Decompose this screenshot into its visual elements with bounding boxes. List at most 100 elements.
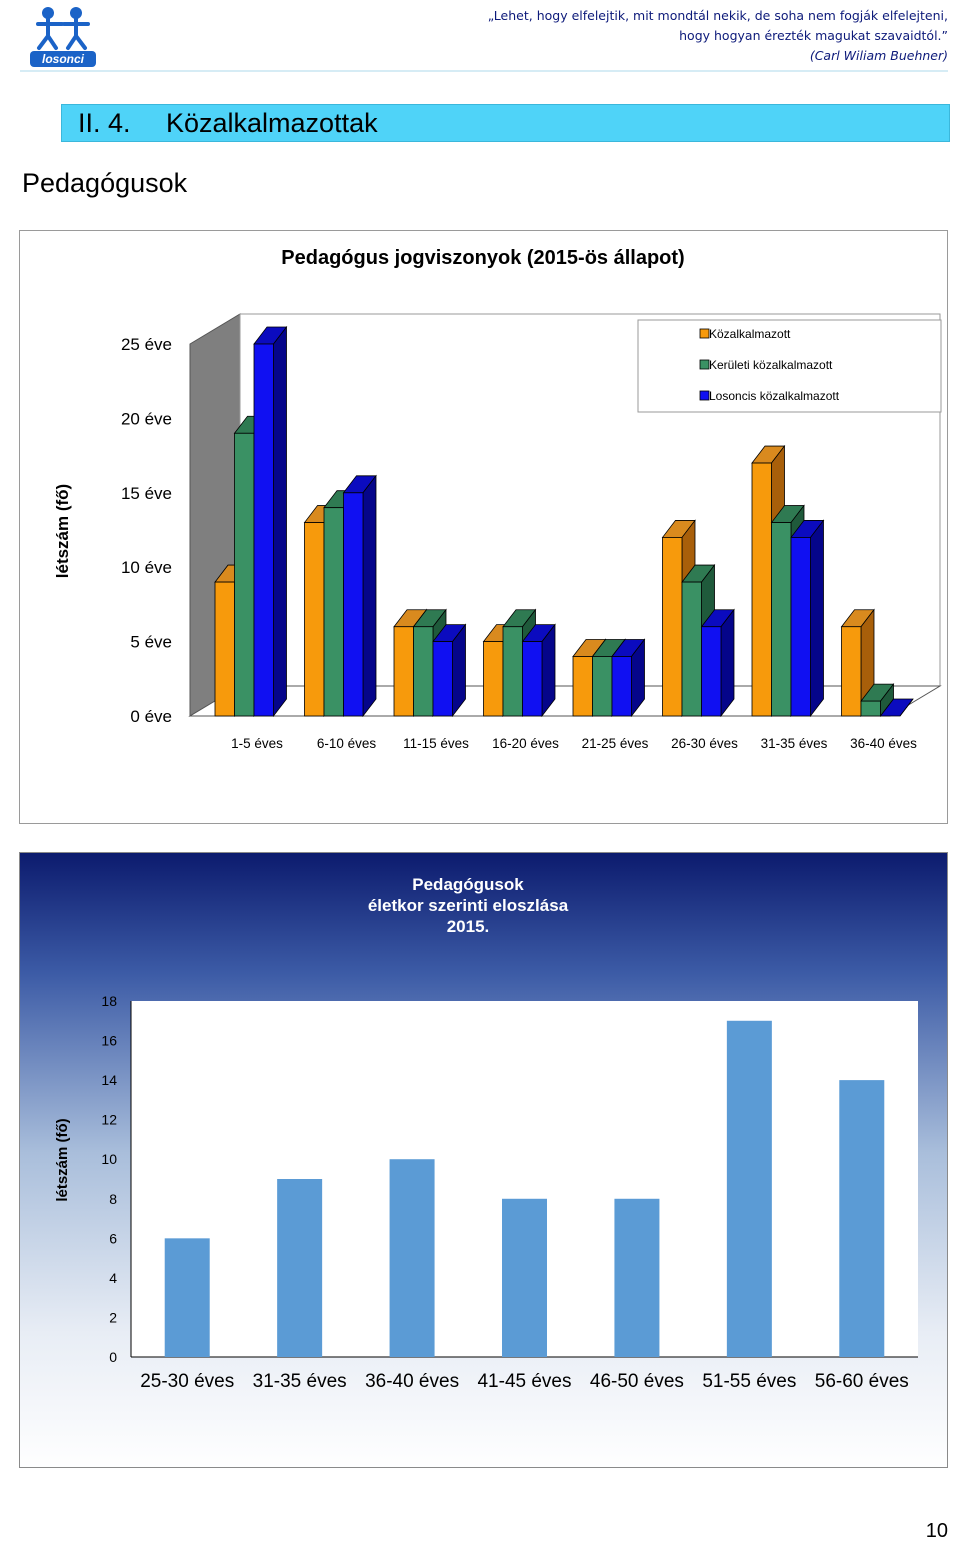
quote-line-2: hogy hogyan érezték magukat szavaidtól.” <box>679 28 948 43</box>
bar-3d <box>611 638 646 718</box>
x-tick-label: 25-30 éves <box>140 1371 234 1392</box>
bar <box>164 1238 210 1357</box>
y-tick-label: 5 éve <box>130 633 172 652</box>
x-tick-label: 1-5 éves <box>231 736 283 751</box>
chart-title-line-2: életkor szerinti eloszlása <box>368 896 569 915</box>
legend-box <box>637 319 942 413</box>
bar-front <box>860 700 881 717</box>
bar-3d <box>790 519 825 718</box>
bar-side <box>810 519 824 718</box>
y-tick-label: 14 <box>101 1072 117 1088</box>
bar-front <box>751 462 772 717</box>
bar <box>839 1080 885 1357</box>
x-tick-label: 6-10 éves <box>317 736 377 751</box>
x-tick-label: 16-20 éves <box>492 736 559 751</box>
bar-front <box>432 641 453 717</box>
age-distribution-chart: Pedagógusok életkor szerinti eloszlása 201… <box>19 852 948 1468</box>
x-tick-label: 36-40 éves <box>365 1371 459 1392</box>
y-tick-label: 16 <box>101 1033 117 1049</box>
bar-3d <box>253 325 288 718</box>
bar-side <box>273 325 287 718</box>
bar-3d <box>432 623 467 718</box>
tenure-chart-svg: Pedagógus jogviszonyok (2015-ös állapot)… <box>53 247 942 751</box>
quote-author: (Carl Wiliam Buehner) <box>809 48 948 63</box>
bar-front <box>393 626 414 717</box>
x-tick-label: 31-35 éves <box>253 1371 347 1392</box>
bar-3d <box>342 474 377 718</box>
legend-swatch <box>699 390 710 401</box>
chart-legend: Közalkalmazott Kerületi közalkalmazott Los… <box>637 319 942 413</box>
x-tick-label: 26-30 éves <box>671 736 738 751</box>
x-tick-label: 46-50 éves <box>590 1371 684 1392</box>
bar-front <box>234 432 255 717</box>
bar <box>614 1198 660 1357</box>
chart-title-line-3: 2015. <box>447 917 490 936</box>
page-number: 10 <box>925 1520 948 1542</box>
y-axis-label: létszám (fő) <box>54 1118 71 1201</box>
x-tick-label: 31-35 éves <box>761 736 828 751</box>
header-divider <box>20 70 948 72</box>
bar-front <box>483 641 504 717</box>
bar-3d <box>879 698 914 717</box>
bar-front <box>701 626 722 717</box>
bar-front <box>214 581 235 717</box>
x-tick-label: 11-15 éves <box>403 736 469 751</box>
y-tick-label: 6 <box>109 1230 117 1246</box>
bar <box>389 1159 435 1357</box>
y-tick-label: 0 <box>109 1349 117 1365</box>
header-quote: „Lehet, hogy elfelejtik, mit mondtál nek… <box>388 6 948 66</box>
bar-front <box>502 626 523 717</box>
bar-front <box>323 507 344 717</box>
y-tick-label: 10 éve <box>121 558 172 577</box>
y-tick-label: 4 <box>109 1270 117 1286</box>
y-tick-label: 2 <box>109 1309 117 1325</box>
floor <box>188 685 942 717</box>
y-tick-label: 12 <box>101 1112 117 1128</box>
x-tick-label: 41-45 éves <box>477 1371 571 1392</box>
legend-swatch <box>699 359 710 370</box>
y-tick-label: 8 <box>109 1191 117 1207</box>
bar-front <box>304 522 325 717</box>
bar <box>726 1020 772 1357</box>
bar-front <box>681 581 702 717</box>
y-tick-label: 25 éve <box>121 335 172 354</box>
logo-wordmark: losonci <box>42 52 85 66</box>
y-axis-label: létszám (fő) <box>53 484 72 578</box>
y-tick-label: 18 <box>101 993 117 1009</box>
losonci-logo: losonci <box>28 4 98 68</box>
bar-front <box>611 656 632 717</box>
bar-side <box>720 608 735 718</box>
y-tick-label: 20 éve <box>121 409 172 428</box>
tenure-chart: Pedagógus jogviszonyok (2015-ös állapot)… <box>19 230 948 824</box>
x-tick-label: 56-60 éves <box>815 1371 909 1392</box>
bar-front <box>572 656 593 717</box>
legend-swatch <box>699 328 710 339</box>
bar-side <box>899 698 914 717</box>
subheading: Pedagógusok <box>22 168 188 198</box>
legend-label: Kerületi közalkalmazott <box>709 358 833 372</box>
bar-front <box>841 626 862 717</box>
section-heading-bar: II. 4. Közalkalmazottak <box>61 104 950 142</box>
bar-front <box>253 343 274 717</box>
chart-title: Pedagógus jogviszonyok (2015-ös állapot) <box>281 247 684 269</box>
bar <box>502 1198 547 1357</box>
x-tick-label: 21-25 éves <box>582 736 649 751</box>
bar-front <box>343 492 364 717</box>
x-tick-label: 51-55 éves <box>702 1371 796 1392</box>
bar-front <box>662 537 683 717</box>
bar-front <box>771 522 792 717</box>
bar-3d <box>521 623 556 718</box>
bar-front <box>790 537 811 717</box>
section-number: II. 4. <box>78 108 131 138</box>
legend-label: Közalkalmazott <box>709 327 791 341</box>
bar-3d <box>700 608 735 718</box>
bar <box>277 1179 323 1357</box>
y-tick-label: 15 éve <box>121 484 172 503</box>
quote-line-1: „Lehet, hogy elfelejtik, mit mondtál nek… <box>487 8 948 23</box>
y-tick-label: 0 éve <box>130 707 172 726</box>
x-tick-label: 36-40 éves <box>850 736 917 751</box>
chart-title-line-1: Pedagógusok <box>412 875 524 894</box>
bar-front <box>592 656 613 717</box>
y-tick-label: 10 <box>101 1151 117 1167</box>
